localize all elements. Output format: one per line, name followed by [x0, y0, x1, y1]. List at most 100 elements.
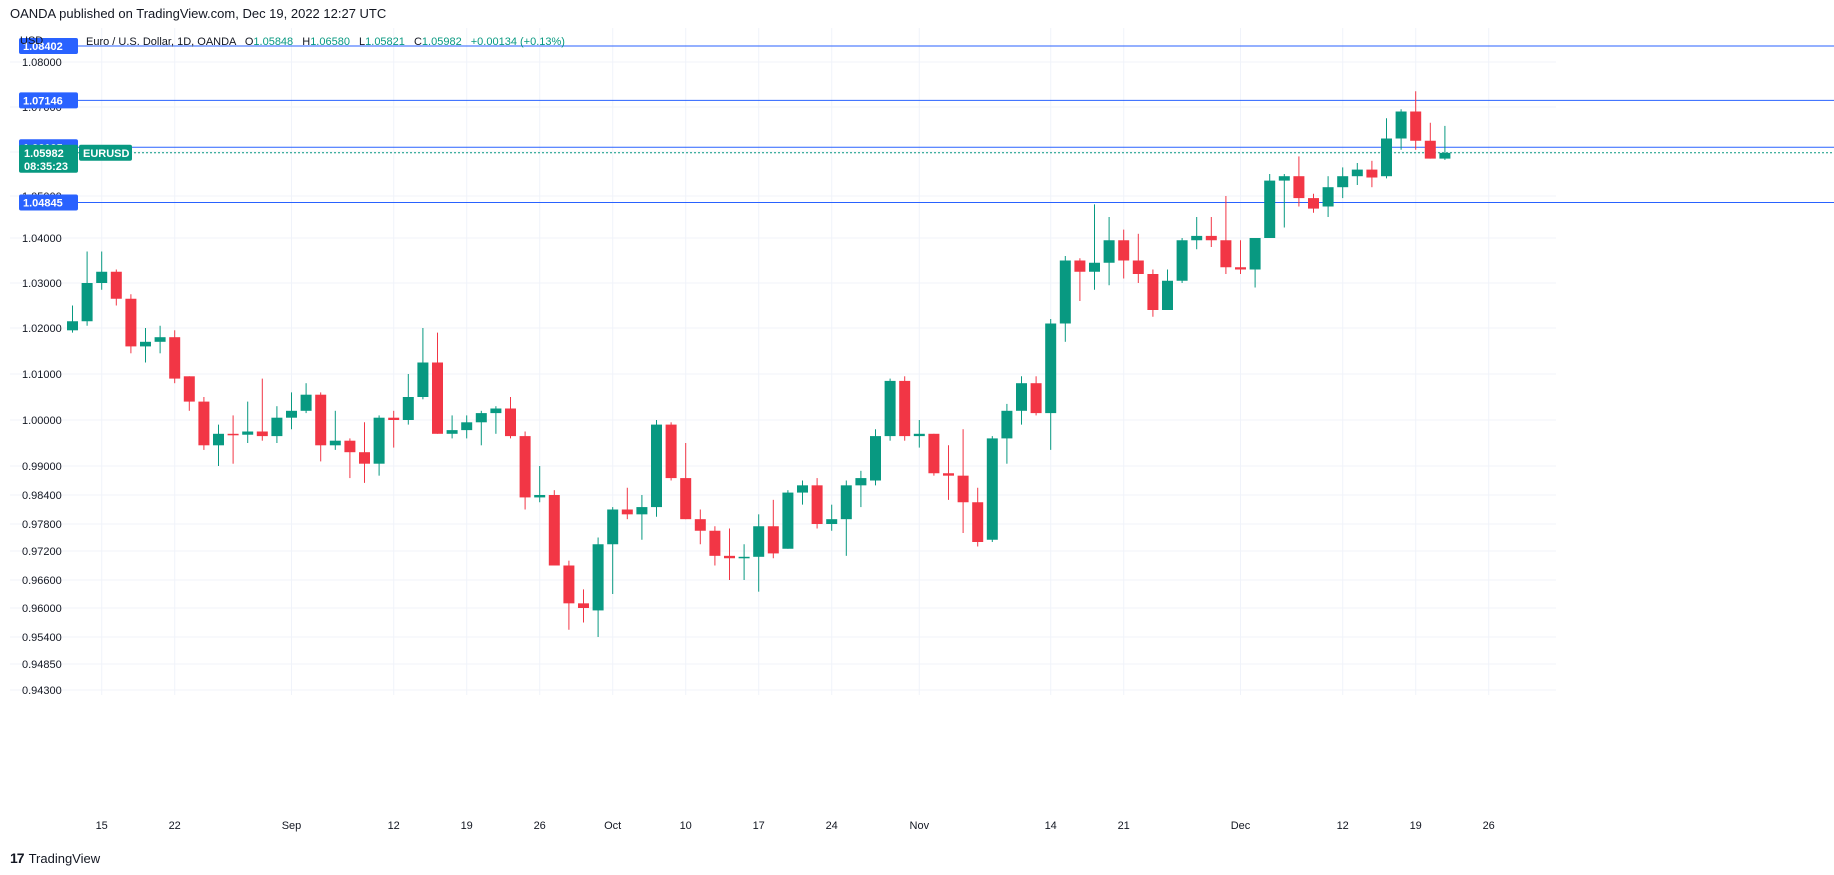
candle[interactable] — [198, 397, 210, 450]
candle[interactable] — [1220, 196, 1232, 274]
candle[interactable] — [548, 490, 560, 566]
candle[interactable] — [928, 433, 940, 476]
candle[interactable] — [1191, 217, 1203, 250]
candle[interactable] — [1176, 238, 1188, 283]
candle[interactable] — [1439, 125, 1451, 160]
candle[interactable] — [402, 374, 414, 425]
candle[interactable] — [300, 383, 312, 414]
candle[interactable] — [840, 480, 852, 556]
candle[interactable] — [1395, 109, 1407, 150]
candle-body — [96, 271, 108, 283]
candle[interactable] — [505, 397, 516, 439]
candle[interactable] — [694, 509, 706, 545]
candle[interactable] — [811, 478, 823, 529]
candle[interactable] — [373, 415, 385, 476]
candle[interactable] — [870, 429, 881, 486]
candle[interactable] — [1308, 193, 1319, 213]
candle[interactable] — [519, 431, 531, 510]
candle[interactable] — [1278, 174, 1290, 228]
candle[interactable] — [753, 514, 765, 592]
candle[interactable] — [110, 269, 122, 306]
candle[interactable] — [957, 429, 969, 533]
candle[interactable] — [899, 376, 911, 441]
candle[interactable] — [767, 499, 779, 559]
candle[interactable] — [227, 415, 239, 464]
candle[interactable] — [913, 420, 925, 448]
candle[interactable] — [1351, 163, 1363, 185]
candle[interactable] — [1235, 240, 1246, 274]
candle[interactable] — [1016, 376, 1027, 425]
candle[interactable] — [67, 305, 78, 333]
candle[interactable] — [446, 415, 458, 439]
candle[interactable] — [826, 504, 838, 531]
candle[interactable] — [680, 443, 692, 520]
candle[interactable] — [1001, 403, 1013, 464]
candle[interactable] — [359, 422, 370, 483]
candle[interactable] — [1089, 204, 1100, 290]
candle[interactable] — [534, 466, 546, 503]
candle[interactable] — [724, 528, 735, 581]
candle[interactable] — [709, 526, 721, 566]
candle[interactable] — [621, 487, 633, 520]
candle[interactable] — [271, 406, 283, 443]
candle[interactable] — [607, 507, 619, 594]
candle[interactable] — [432, 332, 443, 434]
candle[interactable] — [636, 495, 648, 540]
candle[interactable] — [855, 470, 867, 508]
candle[interactable] — [344, 438, 356, 479]
candle[interactable] — [1103, 217, 1115, 286]
candle[interactable] — [1424, 122, 1436, 159]
candle[interactable] — [563, 560, 575, 630]
x-tick-label: Dec — [1231, 820, 1251, 832]
candle[interactable] — [242, 401, 254, 443]
candle[interactable] — [592, 537, 604, 638]
candle[interactable] — [1337, 167, 1349, 199]
candle[interactable] — [986, 436, 998, 542]
candle[interactable] — [665, 422, 677, 481]
candle[interactable] — [1059, 256, 1071, 342]
candle[interactable] — [1030, 376, 1042, 416]
footer-brand[interactable]: 17 TradingView — [10, 850, 100, 866]
candle[interactable] — [1322, 176, 1334, 217]
candle[interactable] — [315, 392, 327, 462]
candle[interactable] — [884, 378, 896, 441]
candle[interactable] — [286, 392, 297, 430]
candle[interactable] — [943, 445, 954, 500]
candle[interactable] — [1147, 269, 1159, 317]
candle[interactable] — [388, 410, 400, 448]
candle[interactable] — [329, 410, 341, 450]
candle[interactable] — [125, 294, 137, 354]
candle[interactable] — [1118, 229, 1130, 279]
candle[interactable] — [81, 251, 93, 326]
x-tick-label: 12 — [388, 820, 400, 832]
candle[interactable] — [183, 376, 195, 411]
candle[interactable] — [154, 325, 166, 354]
candle[interactable] — [1045, 319, 1057, 450]
candle[interactable] — [578, 589, 589, 623]
candle[interactable] — [1074, 258, 1086, 301]
candle[interactable] — [797, 480, 808, 505]
candle[interactable] — [782, 490, 794, 549]
candle[interactable] — [972, 487, 984, 547]
candle[interactable] — [738, 544, 750, 580]
candle[interactable] — [96, 251, 108, 290]
candle[interactable] — [1205, 217, 1217, 247]
candle[interactable] — [651, 420, 662, 517]
candle[interactable] — [1264, 174, 1276, 238]
candle[interactable] — [140, 328, 151, 363]
candle[interactable] — [213, 424, 224, 466]
candle[interactable] — [475, 410, 487, 446]
candle[interactable] — [461, 415, 473, 439]
candle[interactable] — [1366, 160, 1378, 188]
candle[interactable] — [256, 378, 268, 441]
candle[interactable] — [417, 328, 429, 400]
candle[interactable] — [1249, 238, 1261, 288]
candle[interactable] — [1132, 233, 1144, 283]
candle[interactable] — [169, 330, 181, 384]
candle[interactable] — [1381, 118, 1392, 179]
candle[interactable] — [490, 406, 502, 434]
candle[interactable] — [1162, 269, 1173, 311]
candle[interactable] — [1410, 91, 1422, 150]
candle[interactable] — [1293, 156, 1305, 207]
